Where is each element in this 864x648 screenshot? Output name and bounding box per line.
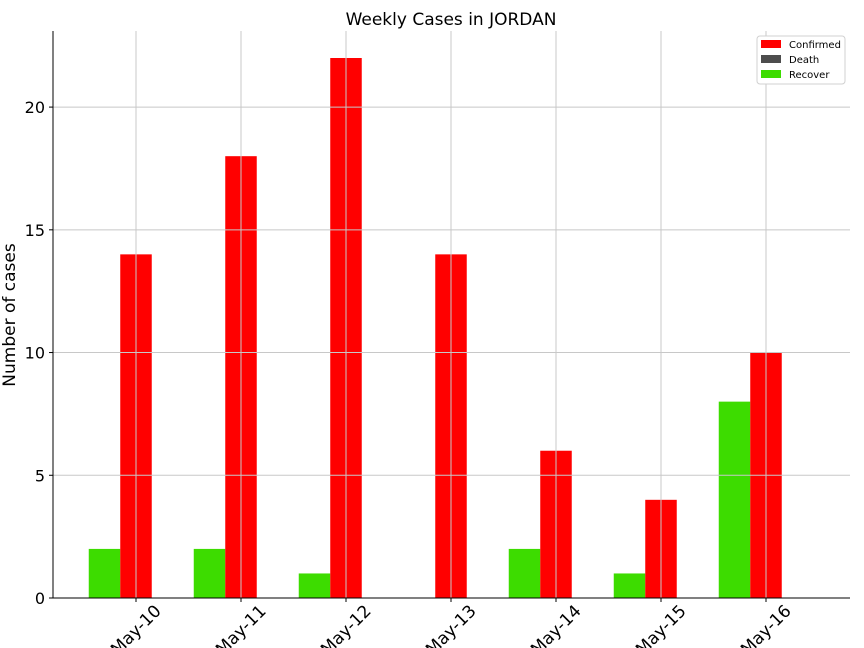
- bar-recover-may-11: [193, 548, 226, 598]
- legend-swatch-confirmed: [761, 40, 781, 48]
- y-tick-label: 10: [25, 344, 45, 363]
- legend-label-confirmed: Confirmed: [789, 40, 841, 51]
- y-tick-label: 15: [25, 221, 45, 240]
- y-axis-label: Number of cases: [0, 243, 20, 387]
- bar-recover-may-16: [718, 401, 751, 598]
- bar-recover-may-14: [508, 548, 541, 598]
- bar-recover-may-15: [613, 573, 646, 598]
- legend: Confirmed Death Recover: [756, 35, 846, 85]
- y-tick-label: 20: [25, 98, 45, 117]
- chart-title: Weekly Cases in JORDAN: [346, 10, 557, 30]
- legend-label-death: Death: [789, 55, 819, 66]
- x-tick-label: May-13: [422, 601, 480, 648]
- y-ticks: 0 5 10 15 20: [25, 98, 53, 608]
- x-tick-label: May-16: [737, 601, 795, 648]
- bar-recover-may-10: [88, 548, 121, 598]
- x-tick-label: May-12: [317, 601, 375, 648]
- x-tick-label: May-11: [212, 601, 270, 648]
- bar-recover-may-12: [298, 573, 331, 598]
- legend-label-recover: Recover: [789, 70, 830, 81]
- x-tick-label: May-15: [632, 601, 690, 648]
- x-ticks: May-10 May-11 May-12 May-13 May-14 May-15 May-…: [107, 598, 796, 648]
- y-tick-label: 0: [35, 589, 45, 608]
- y-tick-label: 5: [35, 466, 45, 485]
- legend-swatch-recover: [761, 70, 781, 78]
- x-tick-label: May-10: [107, 601, 165, 648]
- axes: [52, 31, 850, 599]
- x-tick-label: May-14: [527, 601, 585, 648]
- bars: [88, 58, 782, 598]
- legend-swatch-death: [761, 55, 781, 63]
